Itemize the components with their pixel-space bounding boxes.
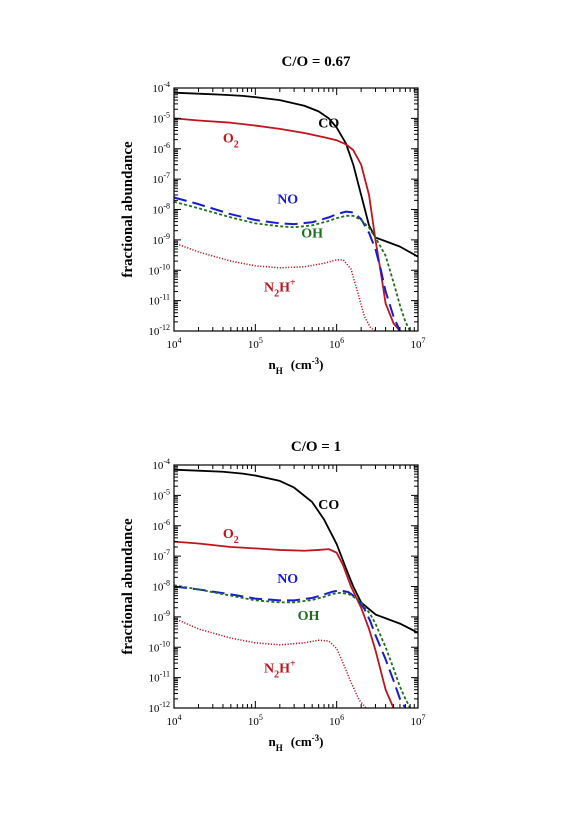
series-label-o2: O2: [223, 132, 239, 151]
x-tick-label: 107: [411, 713, 426, 728]
y-axis: 10-12 10-11 10-10 10-9 10-8 10-7 10-6 10-5 10-4: [148, 80, 418, 338]
x-axis-label: nH (cm-3): [268, 356, 323, 376]
y-axis-label: fractional abundance: [120, 518, 136, 655]
plot-frame: [173, 87, 419, 332]
series-line-n2h: [174, 242, 376, 331]
x-tick-label: 106: [329, 336, 344, 351]
y-tick-label: 10-6: [152, 518, 170, 533]
y-tick-label: 10-5: [152, 487, 170, 502]
x-tick-label: 104: [167, 336, 182, 351]
y-tick-label: 10-10: [148, 639, 170, 654]
x-axis: 104 105 106 107: [167, 465, 426, 728]
y-tick-label: 10-9: [152, 232, 170, 247]
y-tick-label: 10-11: [149, 670, 170, 685]
series-label-oh: OH: [298, 609, 320, 624]
x-axis: 104 105 106 107: [167, 88, 426, 351]
series-label-co: CO: [318, 117, 339, 132]
chart-title: C/O = 0.67: [282, 54, 351, 70]
series-lines: [174, 91, 418, 331]
series-label-n2h: N2H+: [264, 277, 296, 299]
y-tick-label: 10-11: [149, 293, 170, 308]
y-tick-label: 10-10: [148, 262, 170, 277]
series-line-no: [174, 196, 401, 331]
y-axis-label: fractional abundance: [120, 141, 136, 278]
y-tick-label: 10-12: [148, 700, 170, 715]
y-tick-label: 10-12: [148, 323, 170, 338]
y-axis: 10-12 10-11 10-10 10-9 10-8 10-7 10-6 10-5 10-4: [148, 457, 418, 715]
y-tick-label: 10-8: [152, 202, 170, 217]
x-tick-label: 106: [329, 713, 344, 728]
series-label-n2h: N2H+: [264, 658, 296, 680]
series-line-o2: [174, 540, 395, 708]
y-tick-label: 10-8: [152, 579, 170, 594]
y-tick-label: 10-4: [152, 457, 170, 472]
series-line-o2: [174, 117, 401, 331]
series-label-co: CO: [318, 498, 339, 513]
x-tick-label: 105: [248, 713, 263, 728]
y-tick-label: 10-9: [152, 609, 170, 624]
series-line-co: [174, 91, 418, 258]
series-line-oh: [174, 584, 411, 708]
y-tick-label: 10-4: [152, 80, 170, 95]
x-tick-label: 104: [167, 713, 182, 728]
y-tick-label: 10-6: [152, 141, 170, 156]
series-line-no: [174, 585, 407, 708]
chart-title: C/O = 1: [291, 439, 341, 455]
x-axis-label: nH (cm-3): [268, 733, 323, 753]
x-tick-label: 107: [411, 336, 426, 351]
series-label-o2: O2: [223, 527, 239, 546]
y-tick-label: 10-7: [152, 171, 170, 186]
series-label-no: NO: [277, 572, 298, 587]
series-lines: [174, 468, 418, 708]
y-tick-label: 10-5: [152, 110, 170, 125]
series-label-no: NO: [277, 192, 298, 207]
series-line-n2h: [174, 617, 367, 708]
series-label-oh: OH: [301, 226, 323, 241]
series-line-oh: [174, 200, 411, 331]
y-tick-label: 10-7: [152, 548, 170, 563]
x-tick-label: 105: [248, 336, 263, 351]
series-line-co: [174, 468, 418, 634]
